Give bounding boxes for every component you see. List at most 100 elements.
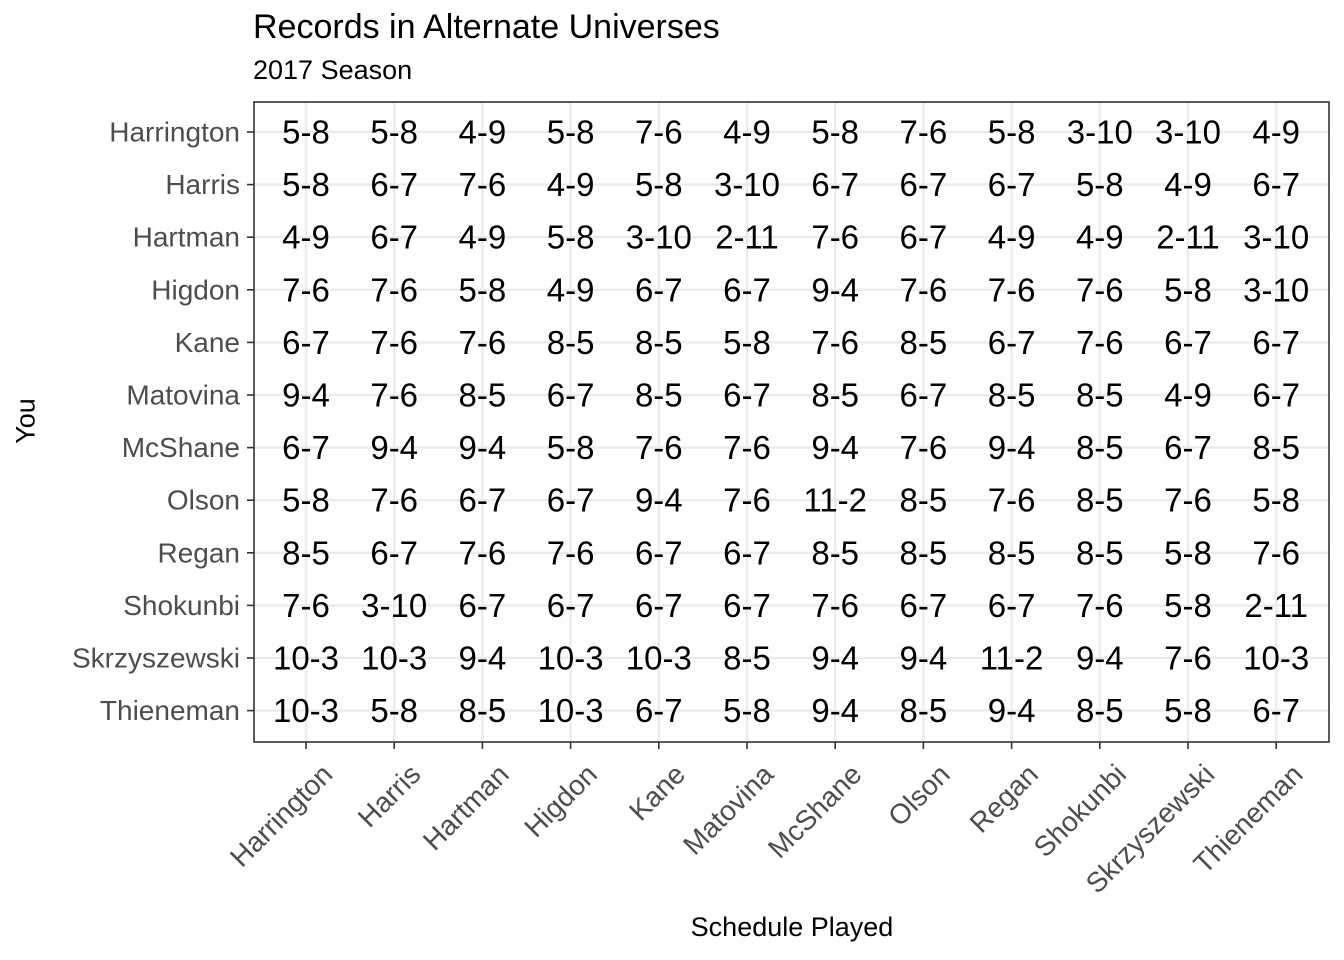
y-tick-label: McShane (122, 432, 240, 463)
cell-label: 10-3 (361, 640, 427, 677)
cell-label: 7-6 (723, 429, 771, 466)
cell-label: 3-10 (1155, 114, 1221, 151)
cell-label: 2-11 (715, 219, 779, 256)
cell-label: 9-4 (1076, 640, 1124, 677)
cell-label: 6-7 (459, 482, 507, 519)
cell-label: 7-6 (370, 377, 418, 414)
cell-label: 3-10 (714, 166, 780, 203)
cell-label: 5-8 (1164, 534, 1212, 571)
cell-label: 8-5 (723, 640, 771, 677)
cell-label: 8-5 (1076, 482, 1124, 519)
cell-label: 5-8 (370, 114, 418, 151)
y-tick-label: Harris (165, 169, 240, 200)
cell-label: 11-2 (980, 640, 1044, 677)
cell-label: 5-8 (282, 166, 330, 203)
cell-label: 10-3 (538, 640, 604, 677)
x-axis-title-text: Schedule Played (690, 912, 894, 942)
cell-label: 6-7 (811, 166, 859, 203)
cell-label: 6-7 (723, 377, 771, 414)
cell-label: 8-5 (900, 482, 948, 519)
cell-label: 3-10 (1243, 271, 1309, 308)
cell-label: 7-6 (370, 324, 418, 361)
y-tick-label: Higdon (151, 274, 240, 305)
y-tick-label: Harrington (109, 117, 240, 148)
cell-label: 6-7 (635, 692, 683, 729)
cell-label: 7-6 (1164, 482, 1212, 519)
cell-label: 8-5 (635, 324, 683, 361)
cell-label: 5-8 (282, 482, 330, 519)
cell-label: 8-5 (547, 324, 595, 361)
cell-label: 5-8 (547, 219, 595, 256)
y-tick-label: Kane (175, 327, 240, 358)
cell-label: 5-8 (1076, 166, 1124, 203)
cell-label: 8-5 (811, 377, 859, 414)
cell-label: 8-5 (1076, 377, 1124, 414)
cell-label: 4-9 (1164, 166, 1212, 203)
cell-label: 9-4 (988, 692, 1036, 729)
cell-label: 6-7 (900, 587, 948, 624)
cell-label: 4-9 (988, 219, 1036, 256)
cell-label: 7-6 (547, 534, 595, 571)
cell-label: 9-4 (370, 429, 418, 466)
cell-label: 7-6 (635, 114, 683, 151)
cell-label: 2-11 (1244, 587, 1308, 624)
cell-label: 5-8 (1252, 482, 1300, 519)
cell-label: 7-6 (900, 271, 948, 308)
cell-label: 7-6 (370, 271, 418, 308)
cell-label: 9-4 (900, 640, 948, 677)
cell-label: 6-7 (635, 534, 683, 571)
cell-label: 9-4 (282, 377, 330, 414)
cell-label: 7-6 (1164, 640, 1212, 677)
cell-label: 8-5 (1076, 429, 1124, 466)
cell-label: 6-7 (282, 429, 330, 466)
x-tick-label: Olson (882, 758, 956, 832)
cell-label: 5-8 (1164, 271, 1212, 308)
cell-label: 7-6 (988, 271, 1036, 308)
cell-label: 4-9 (1164, 377, 1212, 414)
cell-label: 5-8 (811, 114, 859, 151)
cell-label: 4-9 (459, 219, 507, 256)
cell-label: 8-5 (635, 377, 683, 414)
x-tick-label: Harris (352, 758, 427, 833)
cell-label: 7-6 (811, 324, 859, 361)
cell-label: 9-4 (459, 640, 507, 677)
cell-label: 6-7 (723, 534, 771, 571)
cell-label: 8-5 (988, 534, 1036, 571)
cell-label: 9-4 (811, 640, 859, 677)
cell-label: 8-5 (811, 534, 859, 571)
cell-label: 10-3 (626, 640, 692, 677)
cell-label: 6-7 (900, 166, 948, 203)
cell-label: 2-11 (1156, 219, 1220, 256)
cell-label: 6-7 (900, 219, 948, 256)
cell-label: 5-8 (547, 429, 595, 466)
cell-label: 3-10 (361, 587, 427, 624)
chart-subtitle: 2017 Season (253, 55, 413, 85)
cell-label: 10-3 (538, 692, 604, 729)
cell-label: 7-6 (900, 429, 948, 466)
cell-label: 8-5 (282, 534, 330, 571)
cell-label: 7-6 (811, 587, 859, 624)
cell-label: 7-6 (459, 166, 507, 203)
cell-label: 6-7 (988, 324, 1036, 361)
cell-label: 6-7 (547, 377, 595, 414)
cell-label: 7-6 (988, 482, 1036, 519)
y-tick-label: Thieneman (100, 695, 240, 726)
cell-label: 4-9 (282, 219, 330, 256)
cell-label: 4-9 (723, 114, 771, 151)
cell-label: 6-7 (370, 534, 418, 571)
cell-label: 9-4 (811, 271, 859, 308)
cell-label: 10-3 (273, 640, 339, 677)
cell-label: 9-4 (459, 429, 507, 466)
cell-label: 3-10 (626, 219, 692, 256)
cell-label: 6-7 (1164, 429, 1212, 466)
x-tick-label: Harrington (224, 758, 338, 872)
cell-label: 8-5 (459, 692, 507, 729)
y-tick-label: Shokunbi (123, 590, 240, 621)
cell-label: 11-2 (803, 482, 867, 519)
cell-label: 7-6 (1076, 587, 1124, 624)
cell-label: 8-5 (459, 377, 507, 414)
cell-label: 6-7 (547, 587, 595, 624)
cell-label: 6-7 (635, 271, 683, 308)
cell-label: 10-3 (1243, 640, 1309, 677)
